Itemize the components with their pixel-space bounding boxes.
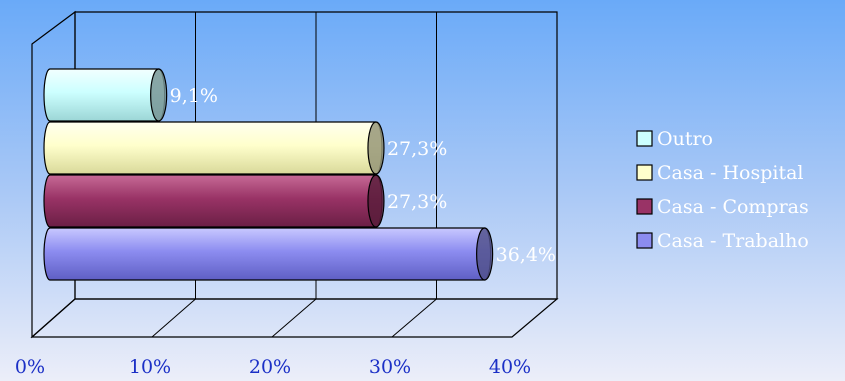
legend-label: Casa - Trabalho: [657, 230, 809, 252]
bar: [43, 174, 385, 228]
legend-swatch: [636, 130, 653, 147]
bar: [43, 227, 494, 281]
bar-end-shade: [476, 228, 493, 280]
bar-end-cap: [476, 227, 494, 281]
bar-body: [43, 227, 492, 281]
data-labels: 9,1% 27,3% 27,3% 36,4%: [170, 85, 556, 266]
bar-end-shade: [367, 175, 384, 227]
legend-swatch: [636, 164, 653, 181]
legend-label: Outro: [657, 128, 713, 150]
bar-end-shade: [150, 69, 167, 121]
bar-series: [43, 68, 494, 281]
x-tick-label: 40%: [489, 356, 531, 378]
bar: [43, 121, 385, 175]
legend-swatch: [636, 198, 653, 215]
legend-label: Casa - Hospital: [657, 162, 803, 184]
x-axis-tick-labels: 0% 10% 20% 30% 40%: [15, 356, 531, 378]
bar-end-shade: [367, 122, 384, 174]
bar-end-cap: [150, 68, 168, 122]
gridline-floor: [151, 298, 196, 338]
bar-body: [43, 121, 383, 175]
legend-label: Casa - Compras: [657, 196, 809, 218]
bar-end-cap: [367, 121, 385, 175]
bar-body: [43, 68, 166, 122]
data-label: 27,3%: [387, 191, 447, 213]
x-tick-label: 0%: [15, 356, 45, 378]
data-label: 36,4%: [496, 244, 556, 266]
data-label: 27,3%: [387, 138, 447, 160]
x-tick-label: 30%: [369, 356, 411, 378]
bar-body: [43, 174, 383, 228]
data-label: 9,1%: [170, 85, 218, 107]
gridline-floor: [391, 298, 437, 338]
gridline-floor: [271, 298, 317, 338]
bar: [43, 68, 168, 122]
legend: Outro Casa - Hospital Casa - Compras Casa -…: [636, 128, 809, 252]
bar-end-cap: [367, 174, 385, 228]
legend-swatch: [636, 232, 653, 249]
x-tick-label: 10%: [129, 356, 171, 378]
x-tick-label: 20%: [249, 356, 291, 378]
